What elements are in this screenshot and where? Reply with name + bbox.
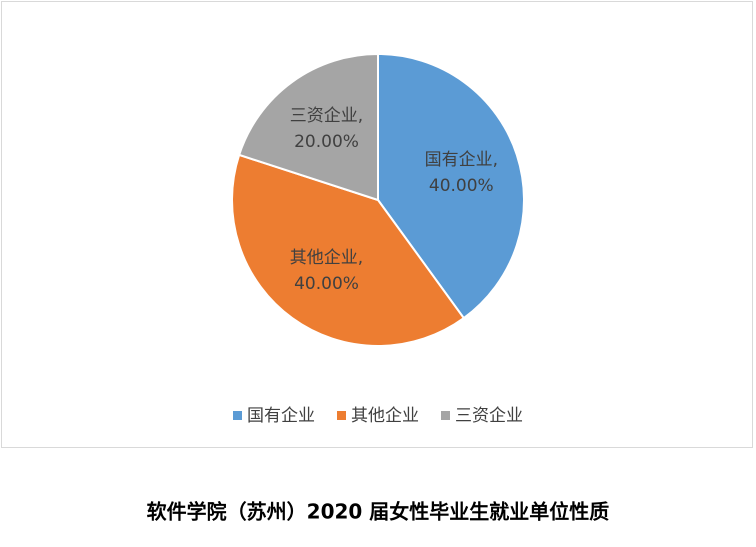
data-label-value: 40.00%	[429, 176, 494, 196]
data-label-name: 其他企业,	[290, 248, 363, 268]
data-label-separator: ,	[358, 248, 363, 268]
data-label-value: 20.00%	[294, 132, 359, 152]
legend-label: 国有企业	[247, 406, 315, 426]
legend-label: 其他企业	[351, 406, 419, 426]
data-label-category: 其他企业	[290, 248, 358, 268]
data-label-value: 40.00%	[294, 274, 359, 294]
legend-swatch	[337, 411, 346, 420]
data-label-separator: ,	[493, 150, 498, 170]
data-label-category: 国有企业	[425, 150, 493, 170]
data-label-name: 国有企业,	[425, 150, 498, 170]
pie-slice	[237, 52, 379, 202]
chart-title: 软件学院（苏州）2020 届女性毕业生就业单位性质	[147, 500, 610, 524]
data-label-name: 三资企业,	[290, 106, 363, 126]
pie-slice	[231, 153, 466, 347]
data-label-separator: ,	[358, 106, 363, 126]
legend-swatch	[233, 411, 242, 420]
legend-swatch	[441, 411, 450, 420]
pie-slice	[377, 52, 525, 320]
data-label-category: 三资企业	[290, 106, 358, 126]
legend-label: 三资企业	[455, 406, 523, 426]
